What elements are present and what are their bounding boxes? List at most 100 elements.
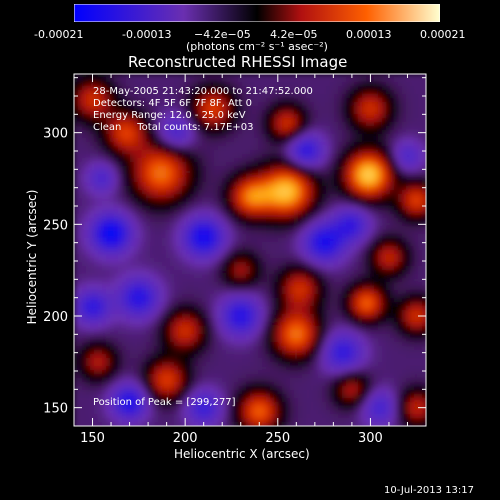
heatmap-cell [370,290,375,295]
heatmap-cell [234,118,239,123]
heatmap-cell [338,262,343,267]
heatmap-cell [402,134,407,139]
heatmap-cell [274,86,279,91]
heatmap-cell [378,126,383,131]
heatmap-cell [102,190,107,195]
heatmap-cell [154,94,159,99]
heatmap-cell [198,150,203,155]
heatmap-cell [342,114,347,119]
heatmap-cell [250,178,255,183]
heatmap-cell [238,190,243,195]
heatmap-cell [298,234,303,239]
heatmap-cell [254,170,259,175]
heatmap-cell [98,218,103,223]
heatmap-cell [226,226,231,231]
heatmap-cell [374,98,379,103]
heatmap-cell [318,118,323,123]
heatmap-cell [406,206,411,211]
heatmap-cell [210,78,215,83]
heatmap-cell [334,222,339,227]
heatmap-cell [306,90,311,95]
heatmap-cell [330,246,335,251]
heatmap-cell [86,270,91,275]
heatmap-cell [210,194,215,199]
heatmap-cell [426,122,431,127]
heatmap-cell [382,246,387,251]
heatmap-cell [90,198,95,203]
heatmap-cell [234,86,239,91]
heatmap-cell [146,134,151,139]
heatmap-cell [130,206,135,211]
heatmap-cell [258,258,263,263]
heatmap-cell [362,118,367,123]
heatmap-cell [258,118,263,123]
heatmap-cell [306,274,311,279]
heatmap-cell [150,274,155,279]
heatmap-cell [194,190,199,195]
heatmap-cell [418,250,423,255]
heatmap-cell [134,134,139,139]
heatmap-cell [294,202,299,207]
heatmap-cell [86,214,91,219]
heatmap-cell [146,266,151,271]
heatmap-cell [146,262,151,267]
heatmap-cell [406,178,411,183]
heatmap-cell [202,122,207,127]
heatmap-cell [274,90,279,95]
heatmap-cell [402,294,407,299]
heatmap-cell [274,278,279,283]
heatmap-cell [318,258,323,263]
heatmap-cell [174,102,179,107]
heatmap-cell [150,166,155,171]
heatmap-cell [326,162,331,167]
heatmap-cell [294,218,299,223]
heatmap-cell [318,214,323,219]
heatmap-cell [230,182,235,187]
heatmap-cell [126,238,131,243]
heatmap-cell [262,242,267,247]
heatmap-cell [218,106,223,111]
heatmap-cell [422,290,426,295]
heatmap-cell [274,142,279,147]
heatmap-cell [402,274,407,279]
heatmap-cell [182,202,187,207]
heatmap-cell [366,210,371,215]
heatmap-cell [258,194,263,199]
heatmap-cell [154,142,159,147]
heatmap-cell [146,242,151,247]
heatmap-cell [254,122,259,127]
heatmap-cell [162,146,167,151]
heatmap-cell [294,174,299,179]
heatmap-cell [150,130,155,135]
heatmap-cell [298,262,303,267]
heatmap-cell [378,274,383,279]
heatmap-cell [270,206,275,211]
heatmap-cell [402,74,407,79]
heatmap-cell [286,258,291,263]
heatmap-cell [154,254,159,259]
heatmap-cell [266,230,271,235]
heatmap-cell [390,162,395,167]
heatmap-cell [166,218,171,223]
heatmap-cell [114,242,119,247]
heatmap-cell [330,222,335,227]
heatmap-cell [286,150,291,155]
heatmap-cell [78,78,83,83]
heatmap-cell [390,90,395,95]
heatmap-cell [198,78,203,83]
heatmap-cell [118,102,123,107]
heatmap-cell [418,110,423,115]
heatmap-cell [218,214,223,219]
heatmap-cell [418,126,423,131]
heatmap-cell [214,182,219,187]
heatmap-cell [254,110,259,115]
heatmap-cell [246,178,251,183]
heatmap-cell [254,286,259,291]
heatmap-cell [82,98,87,103]
heatmap-cell [182,278,187,283]
heatmap-cell [126,114,131,119]
heatmap-cell [238,194,243,199]
heatmap-cell [390,222,395,227]
heatmap-cell [94,118,99,123]
heatmap-cell [382,114,387,119]
